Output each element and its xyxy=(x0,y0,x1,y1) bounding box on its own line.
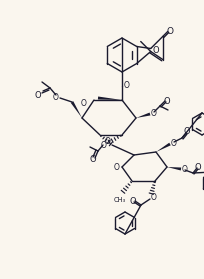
Text: O: O xyxy=(181,165,187,174)
Text: O: O xyxy=(34,90,41,100)
Text: O: O xyxy=(105,136,110,146)
Text: O: O xyxy=(129,196,136,206)
Text: O: O xyxy=(165,27,172,36)
Text: O: O xyxy=(113,162,119,172)
Text: O: O xyxy=(123,81,129,90)
Polygon shape xyxy=(70,101,82,118)
Text: O: O xyxy=(152,46,158,55)
Polygon shape xyxy=(97,97,121,100)
Text: O: O xyxy=(163,97,170,105)
Polygon shape xyxy=(135,112,150,118)
Text: O: O xyxy=(183,128,189,136)
Text: O: O xyxy=(194,162,200,172)
Text: O: O xyxy=(89,155,96,163)
Text: O: O xyxy=(101,141,106,150)
Text: O: O xyxy=(150,109,156,117)
Text: O: O xyxy=(53,93,59,102)
Text: CH₃: CH₃ xyxy=(113,197,125,203)
Text: O: O xyxy=(170,138,176,148)
Polygon shape xyxy=(155,143,170,152)
Text: O: O xyxy=(81,100,86,109)
Polygon shape xyxy=(166,167,180,170)
Text: O: O xyxy=(150,194,156,203)
